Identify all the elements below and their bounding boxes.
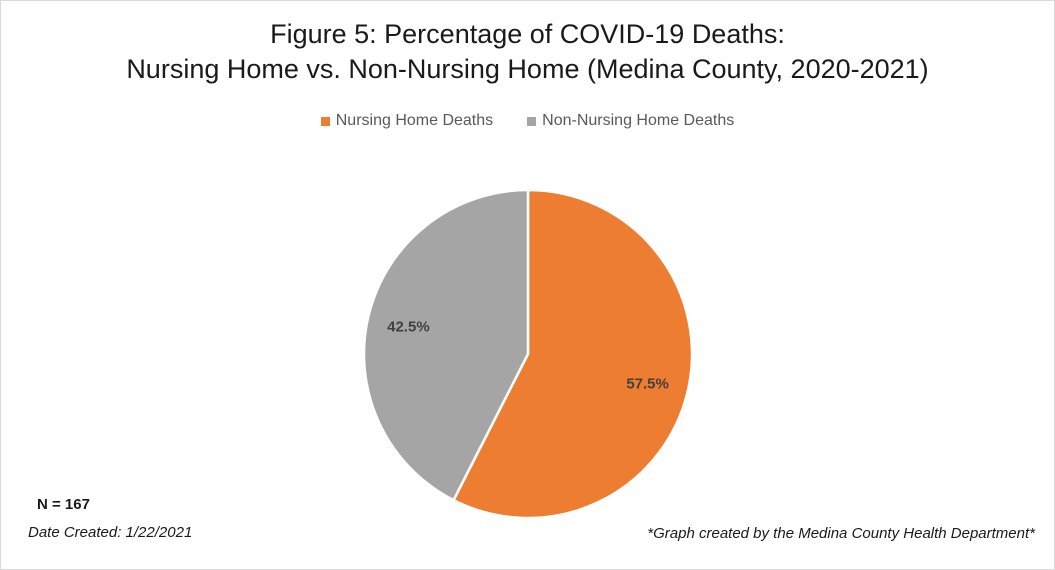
- legend-swatch-nursing-home: [320, 116, 330, 126]
- legend-item-nursing-home: Nursing Home Deaths: [320, 112, 494, 130]
- legend-label-nursing-home: Nursing Home Deaths: [335, 112, 494, 129]
- legend-swatch-non-nursing-home: [527, 116, 537, 126]
- slice-label-non-nursing-home: 42.5%: [387, 318, 430, 335]
- slice-nursing-home: [452, 188, 694, 520]
- chart-title-line-1: Figure 5: Percentage of COVID-19 Deaths:: [270, 19, 785, 49]
- slice-label-nursing-home: 57.5%: [626, 376, 669, 393]
- chart-title-line-2: Nursing Home vs. Non-Nursing Home (Medin…: [126, 54, 929, 84]
- legend-label-non-nursing-home: Non-Nursing Home Deaths: [542, 112, 735, 129]
- chart-legend: Nursing Home Deaths Non-Nursing Home Dea…: [1, 112, 1054, 130]
- date-created-note: Date Created: 1/22/2021: [28, 524, 193, 541]
- chart-title: Figure 5: Percentage of COVID-19 Deaths:…: [1, 17, 1054, 87]
- sample-size-note: N = 167: [37, 496, 90, 513]
- slice-non-nursing-home: [362, 188, 530, 502]
- credit-note: *Graph created by the Medina County Heal…: [647, 525, 1035, 542]
- legend-item-non-nursing-home: Non-Nursing Home Deaths: [527, 112, 734, 130]
